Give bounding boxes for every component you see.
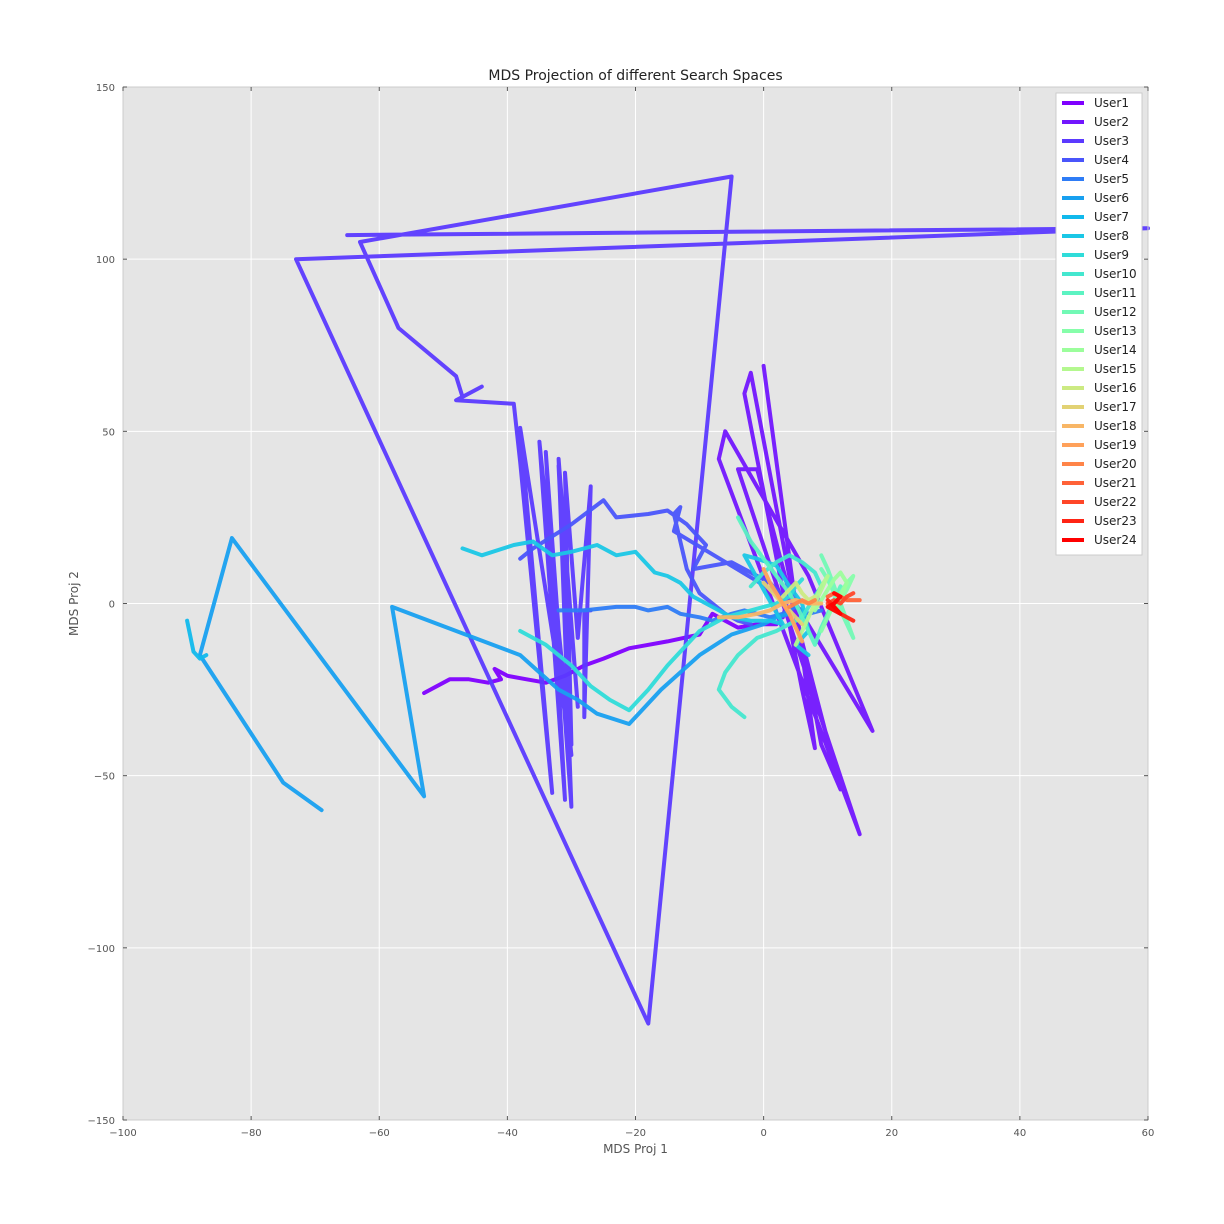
series-lines xyxy=(185,174,1150,1026)
legend-label-user13: User13 xyxy=(1094,324,1137,338)
legend-label-user17: User17 xyxy=(1094,400,1137,414)
x-tick-label: 60 xyxy=(1142,1128,1155,1139)
legend-label-user15: User15 xyxy=(1094,362,1137,376)
legend-label-user10: User10 xyxy=(1094,267,1137,281)
series-line-user22 xyxy=(825,591,856,606)
x-tick-label: 20 xyxy=(885,1128,898,1139)
y-tick-label: 100 xyxy=(96,255,115,266)
legend-label-user2: User2 xyxy=(1094,115,1129,129)
x-tick-label: 40 xyxy=(1014,1128,1027,1139)
series-line-user15 xyxy=(793,574,830,647)
legend-label-user9: User9 xyxy=(1094,248,1129,262)
legend-label-user16: User16 xyxy=(1094,381,1137,395)
y-tick-label: 150 xyxy=(96,83,115,94)
series-line-user19 xyxy=(761,567,805,644)
series-line-user20 xyxy=(787,598,817,609)
series-line-user8 xyxy=(460,539,811,658)
legend-label-user7: User7 xyxy=(1094,210,1129,224)
series-line-user2 xyxy=(716,363,875,837)
legend-label-user5: User5 xyxy=(1094,172,1129,186)
legend-label-user21: User21 xyxy=(1094,476,1137,490)
legend: User1 User2 User3 User4 User5 User6 User7 User8… xyxy=(1055,92,1143,556)
y-tick-label: −150 xyxy=(88,1116,115,1127)
grid-lines xyxy=(123,87,1148,1120)
legend-label-user11: User11 xyxy=(1094,286,1137,300)
series-line-user4 xyxy=(518,498,785,627)
series-line-user7 xyxy=(185,618,209,661)
legend-label-user3: User3 xyxy=(1094,134,1129,148)
legend-label-user20: User20 xyxy=(1094,457,1137,471)
series-line-user9 xyxy=(518,577,805,713)
y-tick-label: −100 xyxy=(88,944,115,955)
legend-label-user4: User4 xyxy=(1094,153,1129,167)
legend-label-user12: User12 xyxy=(1094,305,1137,319)
x-tick-label: −40 xyxy=(497,1128,518,1139)
legend-label-user19: User19 xyxy=(1094,438,1137,452)
x-tick-label: 0 xyxy=(760,1128,766,1139)
x-axis-title: MDS Proj 1 xyxy=(603,1142,668,1156)
legend-label-user23: User23 xyxy=(1094,514,1137,528)
chart-title: MDS Projection of different Search Space… xyxy=(488,68,782,84)
legend-label-user18: User18 xyxy=(1094,419,1137,433)
series-line-user3 xyxy=(294,174,1150,1026)
series-line-user14 xyxy=(812,570,849,613)
series-line-user24 xyxy=(825,591,843,616)
legend-box xyxy=(1055,92,1143,556)
axis-ticks: −100 −80 −60 −40 −20 0 20 40 60−150−100−50050100… xyxy=(88,83,1155,1139)
legend-label-user22: User22 xyxy=(1094,495,1137,509)
legend-label-user14: User14 xyxy=(1094,343,1137,357)
y-tick-label: −50 xyxy=(94,772,115,783)
series-line-user16 xyxy=(780,580,817,603)
x-tick-label: −100 xyxy=(109,1128,136,1139)
y-tick-label: 0 xyxy=(109,600,115,611)
x-tick-label: −80 xyxy=(241,1128,262,1139)
y-axis-title: MDS Proj 2 xyxy=(67,571,81,636)
y-tick-label: 50 xyxy=(102,427,115,438)
x-tick-label: −20 xyxy=(625,1128,646,1139)
series-line-user10 xyxy=(716,553,824,720)
x-tick-label: −60 xyxy=(369,1128,390,1139)
legend-label-user24: User24 xyxy=(1094,533,1137,547)
legend-label-user1: User1 xyxy=(1094,96,1129,110)
legend-label-user8: User8 xyxy=(1094,229,1129,243)
series-line-user6 xyxy=(197,536,792,813)
legend-label-user6: User6 xyxy=(1094,191,1129,205)
